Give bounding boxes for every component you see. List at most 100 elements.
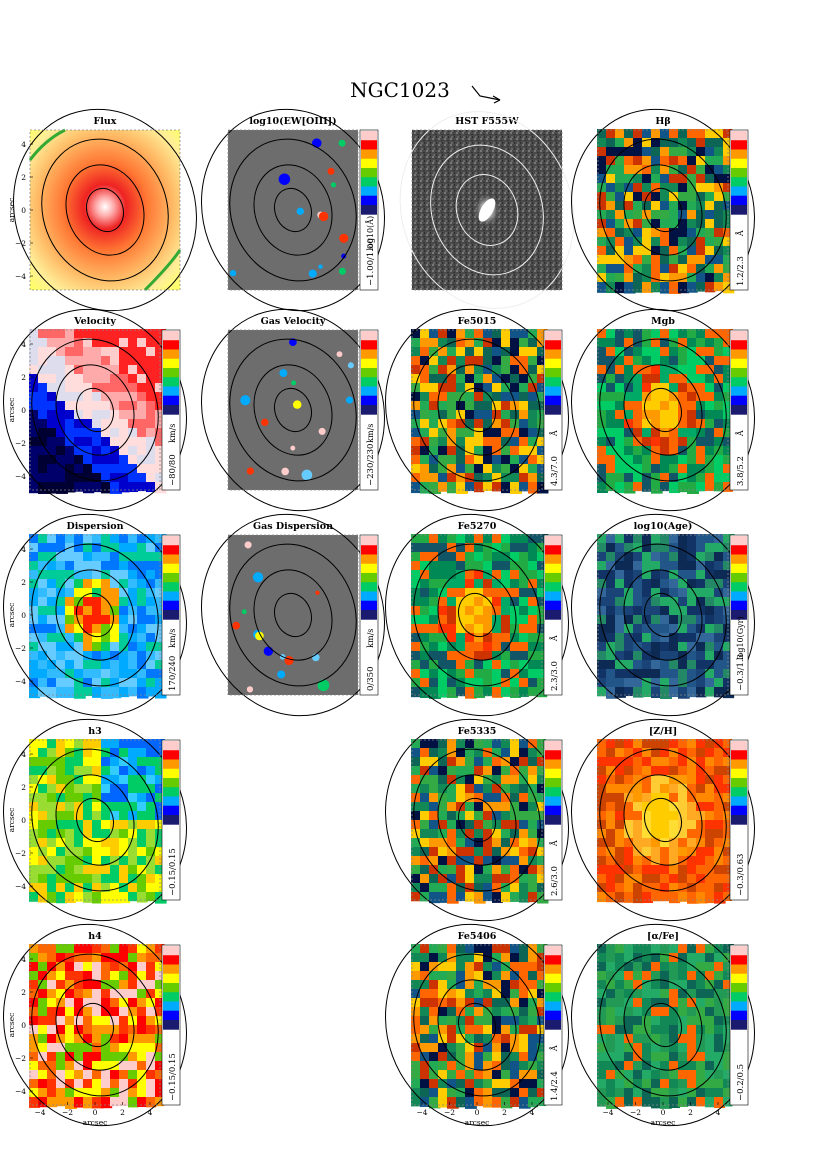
panel-zh: [Z/H] −0.3/0.63 [571, 718, 755, 922]
colorbar-range: 1.2/2.3 [736, 256, 746, 286]
contour-line [643, 1002, 683, 1048]
panel-title: h3 [88, 726, 102, 737]
contour-line [55, 569, 135, 661]
contour-line [413, 953, 541, 1097]
colorbar-unit: km/s [168, 629, 177, 648]
colorbar-unit: Å [550, 635, 559, 642]
colorbar-range: 2.3/3.0 [550, 661, 560, 691]
arrow-icon [471, 85, 501, 104]
x-tick-label: 2 [120, 1108, 125, 1117]
contour-line [599, 138, 727, 282]
y-tick-label: −4 [15, 677, 26, 686]
map-gasdisp [201, 513, 385, 717]
panel-frame [227, 329, 359, 491]
y-tick-label: 4 [21, 955, 26, 964]
contour-line [253, 164, 333, 256]
contour-line [273, 187, 313, 233]
colorbar-range: 4.3/7.0 [550, 456, 560, 486]
panel-title: Dispersion [66, 521, 123, 532]
panel-title: Mgb [651, 316, 675, 327]
colorbar-unit: log10(Gyr) [736, 616, 745, 660]
x-axis-label: arcsec [651, 1118, 676, 1127]
colorbar-range: −0.15/0.15 [168, 848, 178, 896]
contour-line [229, 338, 357, 482]
panel-title: Fe5270 [458, 521, 497, 532]
y-tick-label: 2 [21, 373, 26, 382]
contour-line [75, 387, 115, 433]
x-tick-label: 4 [530, 1108, 535, 1117]
colorbar: −0.3/0.63 [729, 739, 749, 901]
x-tick-label: 2 [688, 1108, 693, 1117]
contour-line [623, 569, 703, 661]
map-mgb [571, 308, 755, 512]
y-tick-label: 4 [21, 340, 26, 349]
colorbar: −0.15/0.15 [161, 944, 181, 1106]
y-axis: 4 2 0 −2 −4 arcsec [7, 545, 33, 686]
colorbar-range: −0.15/0.15 [168, 1053, 178, 1101]
panel-flux: Flux 4 2 0 −2 −4 arcsec [7, 108, 197, 312]
colorbar-unit: km/s [366, 424, 375, 443]
y-tick-label: −4 [15, 882, 26, 891]
colorbar-range: −0.3/0.63 [736, 854, 746, 896]
colorbar: 3.8/5.2 Å [729, 329, 749, 491]
x-tick-label: 0 [93, 1108, 98, 1117]
map-fe5270 [385, 513, 569, 717]
contour-line [253, 569, 333, 661]
map-gasvel [201, 308, 385, 512]
contour-line [31, 953, 159, 1097]
contour-line [643, 592, 683, 638]
y-tick-label: −2 [15, 439, 26, 448]
contour-line [75, 592, 115, 638]
contour-line [599, 748, 727, 892]
contour-line [430, 144, 544, 276]
colorbar: 1.2/2.3 Å [729, 129, 749, 291]
contour-line [623, 979, 703, 1071]
panel-title: Gas Velocity [261, 316, 326, 327]
panel-frame [597, 739, 729, 901]
y-axis-label: arcsec [7, 603, 16, 628]
contour-line [623, 774, 703, 866]
map-alphafe [571, 923, 755, 1127]
x-tick-label: −2 [444, 1108, 455, 1117]
contour-line [437, 774, 517, 866]
panel-dispersion: Dispersion 170/240 km/s 4 2 0 −2 −4 arcsec [3, 513, 187, 717]
panel-title: HST F555W [455, 116, 519, 127]
contour-line [413, 338, 541, 482]
colorbar-range: −0.3/1.3 [736, 654, 746, 691]
panel-h3: h3 −0.15/0.15 4 2 0 −2 −4 arcsec [3, 718, 187, 922]
contour-line [623, 364, 703, 456]
panel-mgb: Mgb 3.8/5.2 Å [571, 308, 755, 512]
colorbar-range: 2.6/3.0 [550, 866, 560, 896]
y-tick-label: 0 [21, 206, 26, 215]
x-axis: −4 −2 0 2 4 arcsec [602, 1102, 721, 1127]
colorbar: 1.4/2.4 Å [543, 944, 563, 1106]
panel-frame [597, 534, 729, 696]
map-h4 [3, 923, 187, 1127]
y-tick-label: 4 [21, 140, 26, 149]
contour-line [31, 748, 159, 892]
y-tick-label: 4 [21, 750, 26, 759]
x-tick-label: −2 [630, 1108, 641, 1117]
contour-line [273, 387, 313, 433]
map-hbeta [571, 108, 755, 312]
y-tick-label: −2 [15, 239, 26, 248]
contour-line [31, 543, 159, 687]
y-tick-label: 0 [21, 611, 26, 620]
colorbar-unit: km/s [168, 424, 177, 443]
x-tick-label: −2 [62, 1108, 73, 1117]
contour-line [457, 592, 497, 638]
contour-line [31, 338, 159, 482]
panel-frame [597, 329, 729, 491]
colorbar-unit: km/s [366, 629, 375, 648]
contour-line [55, 979, 135, 1071]
contour-line [413, 748, 541, 892]
contour-line [75, 797, 115, 843]
contour-line [437, 569, 517, 661]
colorbar-range: −230/230 [366, 444, 376, 486]
panel-title: [α/Fe] [647, 931, 679, 942]
panel-title: log10(EW[OIII]) [249, 116, 336, 127]
y-tick-label: −2 [15, 644, 26, 653]
